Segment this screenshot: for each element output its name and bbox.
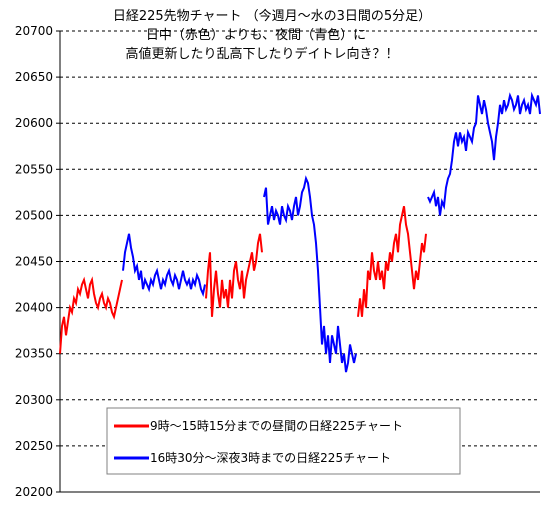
- legend-label-day: 9時～15時15分までの昼間の日経225チャート: [150, 419, 403, 433]
- title-line-2: 日中（赤色）よりも、夜間（青色）に: [146, 27, 366, 43]
- y-tick-label-20200: 20200: [15, 485, 53, 499]
- y-tick-label-20450: 20450: [15, 255, 53, 269]
- y-tick-label-20400: 20400: [15, 301, 53, 315]
- y-axis-ticks: 20200 20250 20300 20350 20400 20450 20500 20550…: [15, 24, 60, 499]
- y-tick-label-20500: 20500: [15, 208, 53, 222]
- grid: [60, 30, 540, 447]
- y-tick-label-20550: 20550: [15, 162, 53, 176]
- series-line-night-1: [122, 233, 206, 298]
- y-tick-label-20250: 20250: [15, 439, 53, 453]
- legend-label-night: 16時30分～深夜3時までの日経225チャート: [150, 450, 391, 465]
- series-line-day-1: [59, 276, 123, 354]
- y-tick-label-20300: 20300: [15, 393, 53, 407]
- y-tick-label-20350: 20350: [15, 347, 53, 361]
- series-line-day-2: [205, 233, 263, 317]
- chart-title: 日経225先物チャート （今週月～水の3日間の5分足） 日中（赤色）よりも、夜間…: [113, 8, 431, 62]
- series-group: [59, 91, 541, 373]
- series-line-night-3: [427, 91, 541, 216]
- series-line-night-2: [263, 175, 357, 373]
- y-tick-label-20600: 20600: [15, 116, 53, 130]
- y-tick-label-20650: 20650: [15, 70, 53, 84]
- legend-box: [106, 407, 461, 475]
- y-tick-label-20700: 20700: [15, 24, 53, 38]
- title-line-1: 日経225先物チャート （今週月～水の3日間の5分足）: [113, 8, 431, 24]
- title-line-3: 高値更新したり乱高下したりデイトレ向き？！: [125, 46, 398, 62]
- legend: 9時～15時15分までの昼間の日経225チャート 16時30分～深夜3時までの日…: [106, 407, 461, 475]
- series-line-day-3: [357, 205, 427, 317]
